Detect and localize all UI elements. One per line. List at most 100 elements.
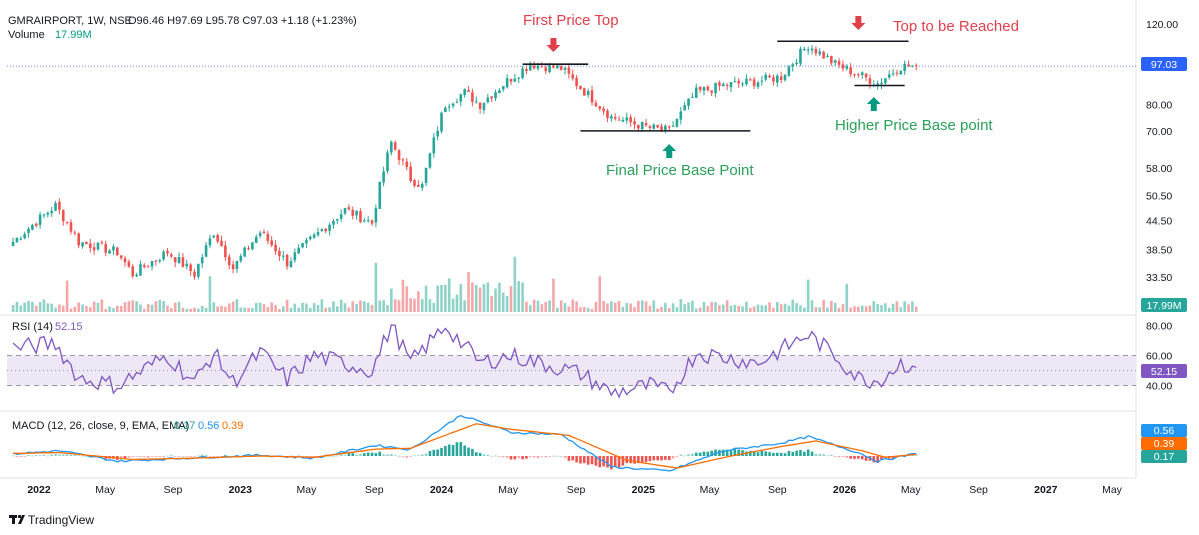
signal-line: [13, 423, 917, 469]
volume-bar: [401, 279, 405, 312]
candle-body: [96, 242, 100, 250]
volume-bar: [733, 304, 737, 312]
macd-histogram-bar: [737, 449, 741, 456]
candle: [363, 217, 366, 223]
candle: [567, 63, 571, 79]
candle: [625, 112, 629, 124]
macd-pane[interactable]: [11, 414, 918, 472]
macd-histogram-bar: [104, 456, 108, 460]
volume-bar: [602, 301, 605, 312]
candle-body: [436, 130, 439, 137]
macd-histogram-bar: [366, 452, 370, 456]
rsi-pane[interactable]: [7, 324, 1136, 399]
candle: [212, 234, 216, 239]
candle-body: [706, 86, 710, 90]
candle-body: [698, 86, 702, 91]
volume-bar: [104, 308, 108, 312]
candle-body: [586, 90, 590, 96]
macd-histogram-bar: [664, 456, 667, 460]
candle: [486, 93, 490, 104]
macd-histogram-bar: [803, 451, 806, 456]
volume-bar: [853, 306, 856, 312]
volume-bar: [81, 304, 84, 312]
candle: [667, 124, 671, 131]
macd-histogram-bar: [216, 456, 219, 457]
candle: [783, 74, 787, 82]
candle-body: [343, 208, 347, 214]
volume-bar: [459, 283, 463, 312]
volume-bar: [768, 302, 771, 312]
macd-histogram-bar: [583, 456, 586, 464]
candle-body: [606, 110, 609, 118]
candle-body: [718, 82, 721, 86]
candle-body: [687, 98, 690, 106]
candle: [633, 117, 636, 130]
candle-body: [548, 64, 551, 73]
candle-body: [447, 106, 451, 108]
time-tick-label: May: [297, 484, 318, 496]
candle-body: [891, 73, 895, 75]
volume-bar: [463, 300, 466, 312]
volume-bar: [212, 302, 216, 312]
volume-bar: [633, 307, 636, 312]
candle-body: [764, 74, 768, 80]
candle: [162, 249, 165, 262]
volume-bar: [494, 288, 497, 312]
candle: [899, 70, 903, 76]
volume-bar: [741, 306, 744, 312]
candle-body: [54, 202, 57, 211]
volume-bar: [845, 283, 849, 312]
macd-histogram-bar: [621, 456, 625, 466]
candle: [725, 82, 729, 91]
candle-body: [721, 83, 725, 87]
candle: [606, 108, 609, 122]
candle: [173, 257, 177, 268]
candle: [795, 58, 798, 66]
candle: [46, 211, 50, 218]
macd-histogram-bar: [914, 455, 918, 457]
macd-histogram-bar: [436, 449, 439, 456]
candle-body: [405, 161, 409, 168]
volume-bar: [509, 286, 513, 312]
candle: [687, 98, 690, 110]
macd-histogram-bar: [644, 456, 648, 462]
volume-bar: [96, 302, 100, 312]
macd-histogram-bar: [675, 456, 679, 457]
price-tick-label: 80.00: [1146, 99, 1172, 111]
macd-histogram-bar: [552, 455, 555, 457]
candle-body: [320, 229, 324, 232]
candle-body: [243, 247, 246, 257]
volume-bar: [308, 307, 312, 312]
time-axis[interactable]: 2022 May Sep 2023 May Sep 2024 May Sep 2025 May Sep…: [27, 484, 1122, 496]
candle-body: [830, 55, 833, 64]
candle: [251, 242, 254, 251]
macd-histogram-bar: [451, 445, 455, 456]
candle-body: [853, 74, 856, 76]
rsi-tick-label: 80.00: [1146, 321, 1172, 333]
candle: [501, 85, 505, 92]
macd-histogram-bar: [378, 451, 382, 456]
candle: [911, 65, 914, 68]
volume-bar: [764, 305, 768, 312]
candle: [432, 132, 436, 158]
volume-bar: [710, 301, 713, 312]
candle-body: [702, 87, 706, 91]
candle: [841, 60, 845, 72]
volume-bar: [895, 301, 899, 312]
candle: [779, 71, 783, 84]
macd-histogram-bar: [814, 453, 818, 456]
macd-histogram-bar: [409, 456, 412, 457]
candle-body: [787, 66, 791, 76]
volume-bar: [814, 307, 818, 312]
volume-label: Volume: [8, 29, 45, 41]
candle: [58, 198, 61, 215]
volume-bar: [417, 291, 420, 312]
candle-body: [571, 74, 575, 79]
volume-bar: [610, 301, 613, 312]
candle-body: [598, 106, 602, 109]
candle-body: [81, 242, 84, 247]
price-pane[interactable]: [11, 45, 918, 280]
candle-body: [258, 232, 262, 236]
candle: [216, 233, 219, 244]
